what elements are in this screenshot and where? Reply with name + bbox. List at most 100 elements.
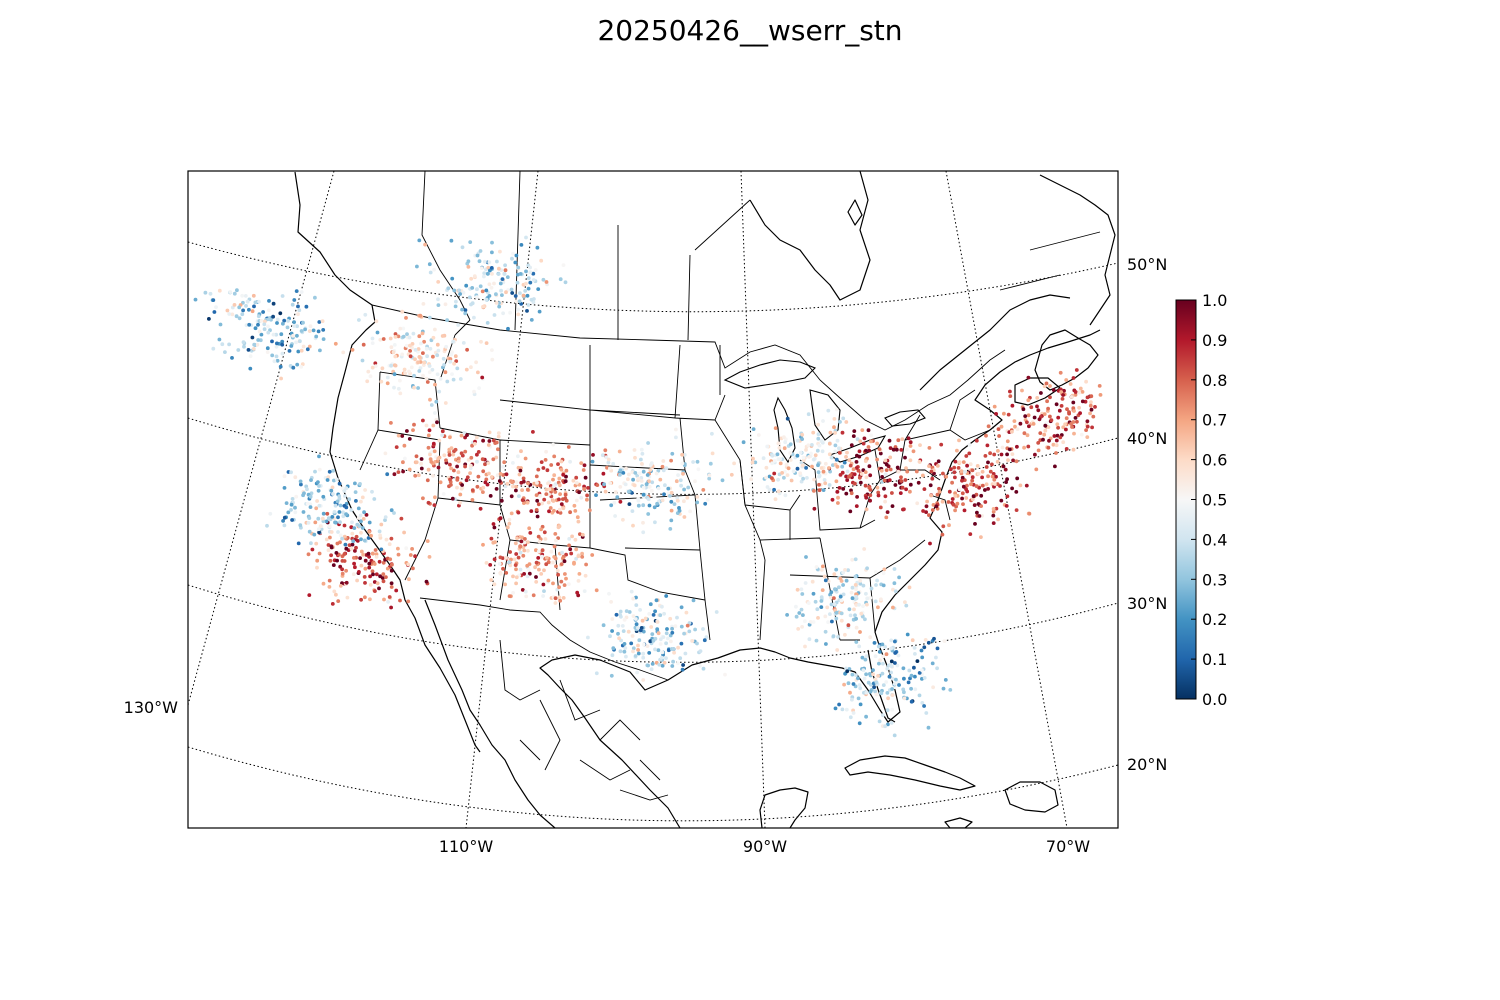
station-point <box>852 429 857 433</box>
station-point <box>450 496 455 501</box>
station-point <box>683 651 688 656</box>
station-point <box>292 320 296 324</box>
station-point <box>505 275 510 279</box>
station-point <box>368 574 372 579</box>
station-point <box>852 607 856 612</box>
station-point <box>484 561 489 565</box>
station-point <box>996 427 1001 431</box>
station-point <box>363 566 368 571</box>
station-point <box>461 290 466 295</box>
station-point <box>525 563 530 568</box>
station-point <box>618 649 623 654</box>
station-point <box>244 304 248 308</box>
station-point <box>1010 486 1014 491</box>
station-point <box>864 475 869 480</box>
station-point <box>844 474 848 479</box>
station-point <box>649 461 654 466</box>
station-point <box>915 659 920 663</box>
station-point <box>610 653 615 658</box>
station-point <box>693 479 697 484</box>
station-point <box>383 451 388 456</box>
station-point <box>554 538 558 543</box>
station-point <box>1069 395 1074 399</box>
station-point <box>380 366 385 371</box>
station-point <box>833 443 838 448</box>
station-point <box>1071 447 1076 452</box>
station-point <box>463 311 468 316</box>
station-point <box>484 288 489 293</box>
station-point <box>398 326 403 331</box>
station-point <box>957 487 962 492</box>
station-point <box>550 487 555 492</box>
station-point <box>851 434 856 438</box>
station-point <box>463 449 468 454</box>
station-points <box>193 235 1103 738</box>
station-point <box>641 469 646 474</box>
station-point <box>1044 381 1049 386</box>
station-point <box>991 521 996 525</box>
station-point <box>876 493 881 498</box>
station-point <box>858 702 863 707</box>
station-point <box>396 386 401 391</box>
station-point <box>436 297 440 302</box>
station-point <box>885 691 890 695</box>
baja-gulf <box>424 599 556 828</box>
station-point <box>701 488 706 492</box>
station-point <box>469 463 473 468</box>
station-point <box>858 578 863 583</box>
station-point <box>857 475 862 480</box>
station-point <box>321 494 326 499</box>
station-point <box>794 604 798 609</box>
station-point <box>274 332 279 337</box>
colorbar-tick-label: 0.7 <box>1202 411 1227 430</box>
station-point <box>516 510 521 515</box>
station-point <box>631 614 636 618</box>
station-point <box>617 636 621 641</box>
station-point <box>1085 424 1090 429</box>
station-point <box>891 447 896 452</box>
station-point <box>561 506 566 511</box>
station-point <box>363 581 367 585</box>
station-point <box>838 594 843 599</box>
station-point <box>904 603 909 608</box>
station-point <box>291 365 296 370</box>
station-point <box>611 461 616 466</box>
station-point <box>529 297 534 302</box>
station-point <box>551 581 555 586</box>
station-point <box>494 487 499 491</box>
station-point <box>991 513 996 518</box>
station-point <box>248 366 253 371</box>
station-point <box>349 547 354 551</box>
station-point <box>193 297 198 302</box>
station-point <box>263 319 267 324</box>
station-point <box>785 473 790 477</box>
station-point <box>601 623 606 628</box>
station-point <box>267 308 271 313</box>
station-point <box>320 319 325 324</box>
station-point <box>511 484 515 489</box>
station-point <box>484 341 489 345</box>
station-point <box>566 445 571 449</box>
station-point <box>923 638 928 642</box>
station-point <box>332 589 337 594</box>
station-point <box>488 563 493 567</box>
station-point <box>637 471 642 476</box>
station-point <box>847 458 852 463</box>
station-point <box>564 576 568 581</box>
station-point <box>834 457 839 462</box>
station-point <box>537 309 542 314</box>
station-point <box>806 412 811 417</box>
station-point <box>295 362 300 367</box>
station-point <box>230 356 234 360</box>
station-point <box>327 578 332 583</box>
station-point <box>777 441 781 446</box>
station-point <box>416 360 420 365</box>
station-point <box>828 469 832 474</box>
station-point <box>1077 390 1082 395</box>
station-point <box>378 533 382 538</box>
station-point <box>514 299 519 304</box>
station-point <box>831 463 835 467</box>
station-point <box>916 480 921 485</box>
station-point <box>662 492 666 497</box>
station-point <box>482 259 487 264</box>
